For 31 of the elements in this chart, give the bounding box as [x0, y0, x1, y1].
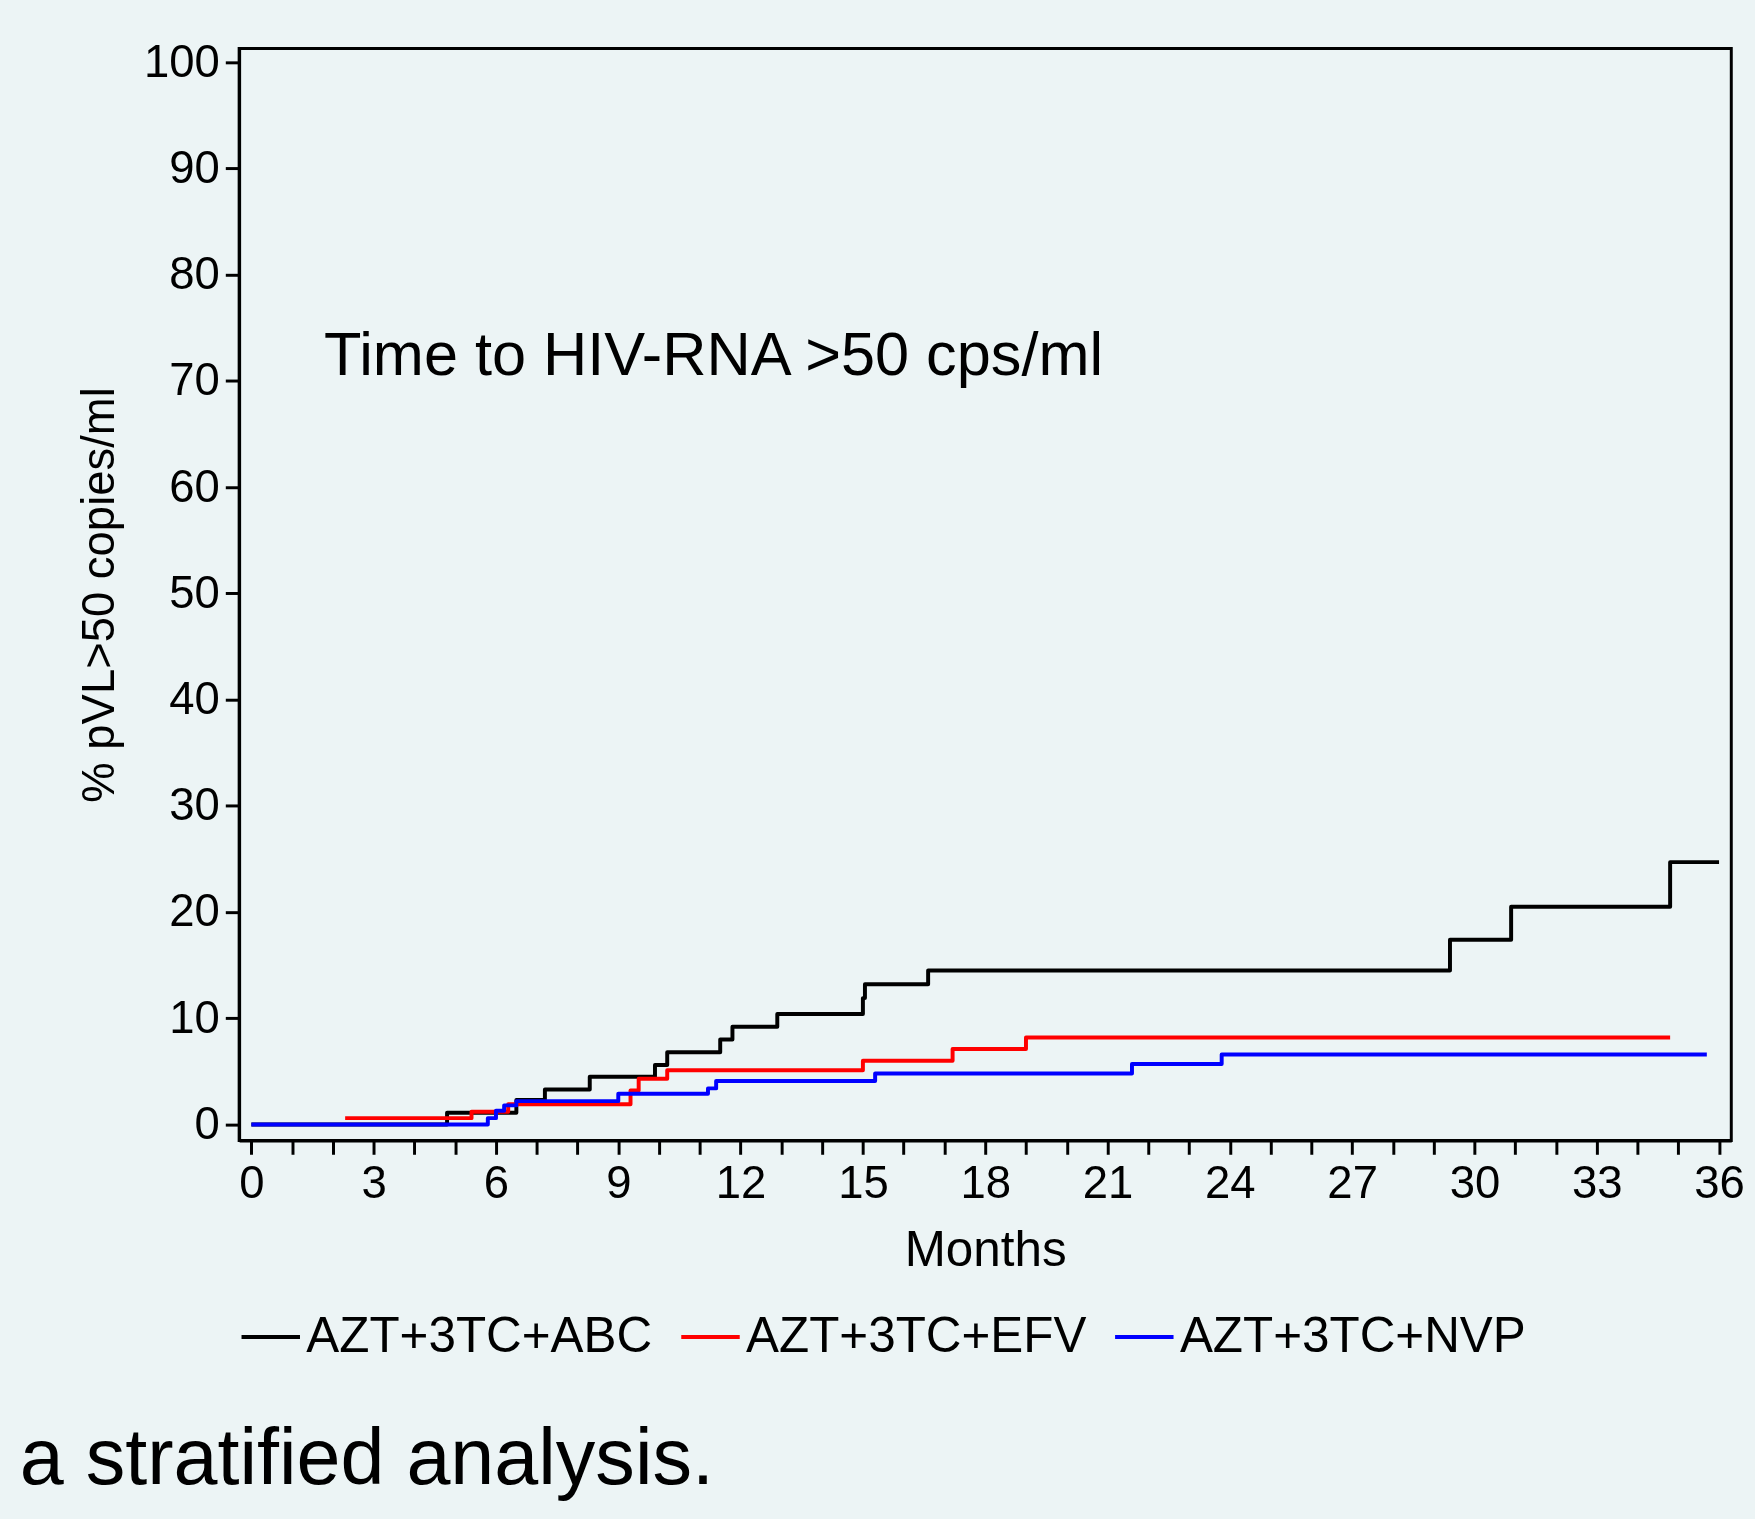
y-tick-label: 10	[169, 991, 220, 1043]
y-tick-label: 20	[169, 885, 220, 937]
x-tick-label: 33	[1571, 1157, 1623, 1209]
x-axis-title: Months	[904, 1221, 1067, 1277]
x-tick-label: 15	[838, 1157, 889, 1209]
y-axis-title: % pVL>50 copies/ml	[73, 387, 125, 803]
legend-label: AZT+3TC+ABC	[306, 1306, 653, 1362]
y-tick-label: 60	[169, 460, 220, 512]
y-tick-label: 100	[144, 35, 220, 87]
x-tick-label: 0	[239, 1157, 265, 1209]
x-tick-label: 12	[715, 1157, 767, 1209]
y-tick-label: 30	[169, 779, 220, 831]
x-tick-label: 36	[1694, 1157, 1745, 1209]
y-tick-label: 40	[169, 672, 220, 724]
x-tick-label: 27	[1327, 1157, 1378, 1209]
x-tick-label: 3	[361, 1157, 387, 1209]
y-tick-label: 90	[169, 141, 220, 193]
x-tick-label: 24	[1205, 1157, 1256, 1209]
x-tick-label: 18	[960, 1157, 1011, 1209]
x-tick-label: 6	[483, 1157, 510, 1209]
y-tick-label: 80	[169, 248, 220, 300]
legend-label: AZT+3TC+EFV	[746, 1306, 1087, 1362]
annotation: Time to HIV-RNA >50 cps/ml	[324, 319, 1104, 388]
x-tick-label: 30	[1449, 1157, 1501, 1209]
y-tick-label: 0	[194, 1097, 220, 1149]
text: a stratified analysis.	[19, 1412, 714, 1502]
y-tick-label: 70	[169, 354, 220, 406]
legend-label: AZT+3TC+NVP	[1179, 1306, 1526, 1362]
x-tick-label: 21	[1082, 1157, 1134, 1209]
y-tick-label: 50	[169, 566, 220, 618]
x-tick-label: 9	[606, 1157, 632, 1209]
